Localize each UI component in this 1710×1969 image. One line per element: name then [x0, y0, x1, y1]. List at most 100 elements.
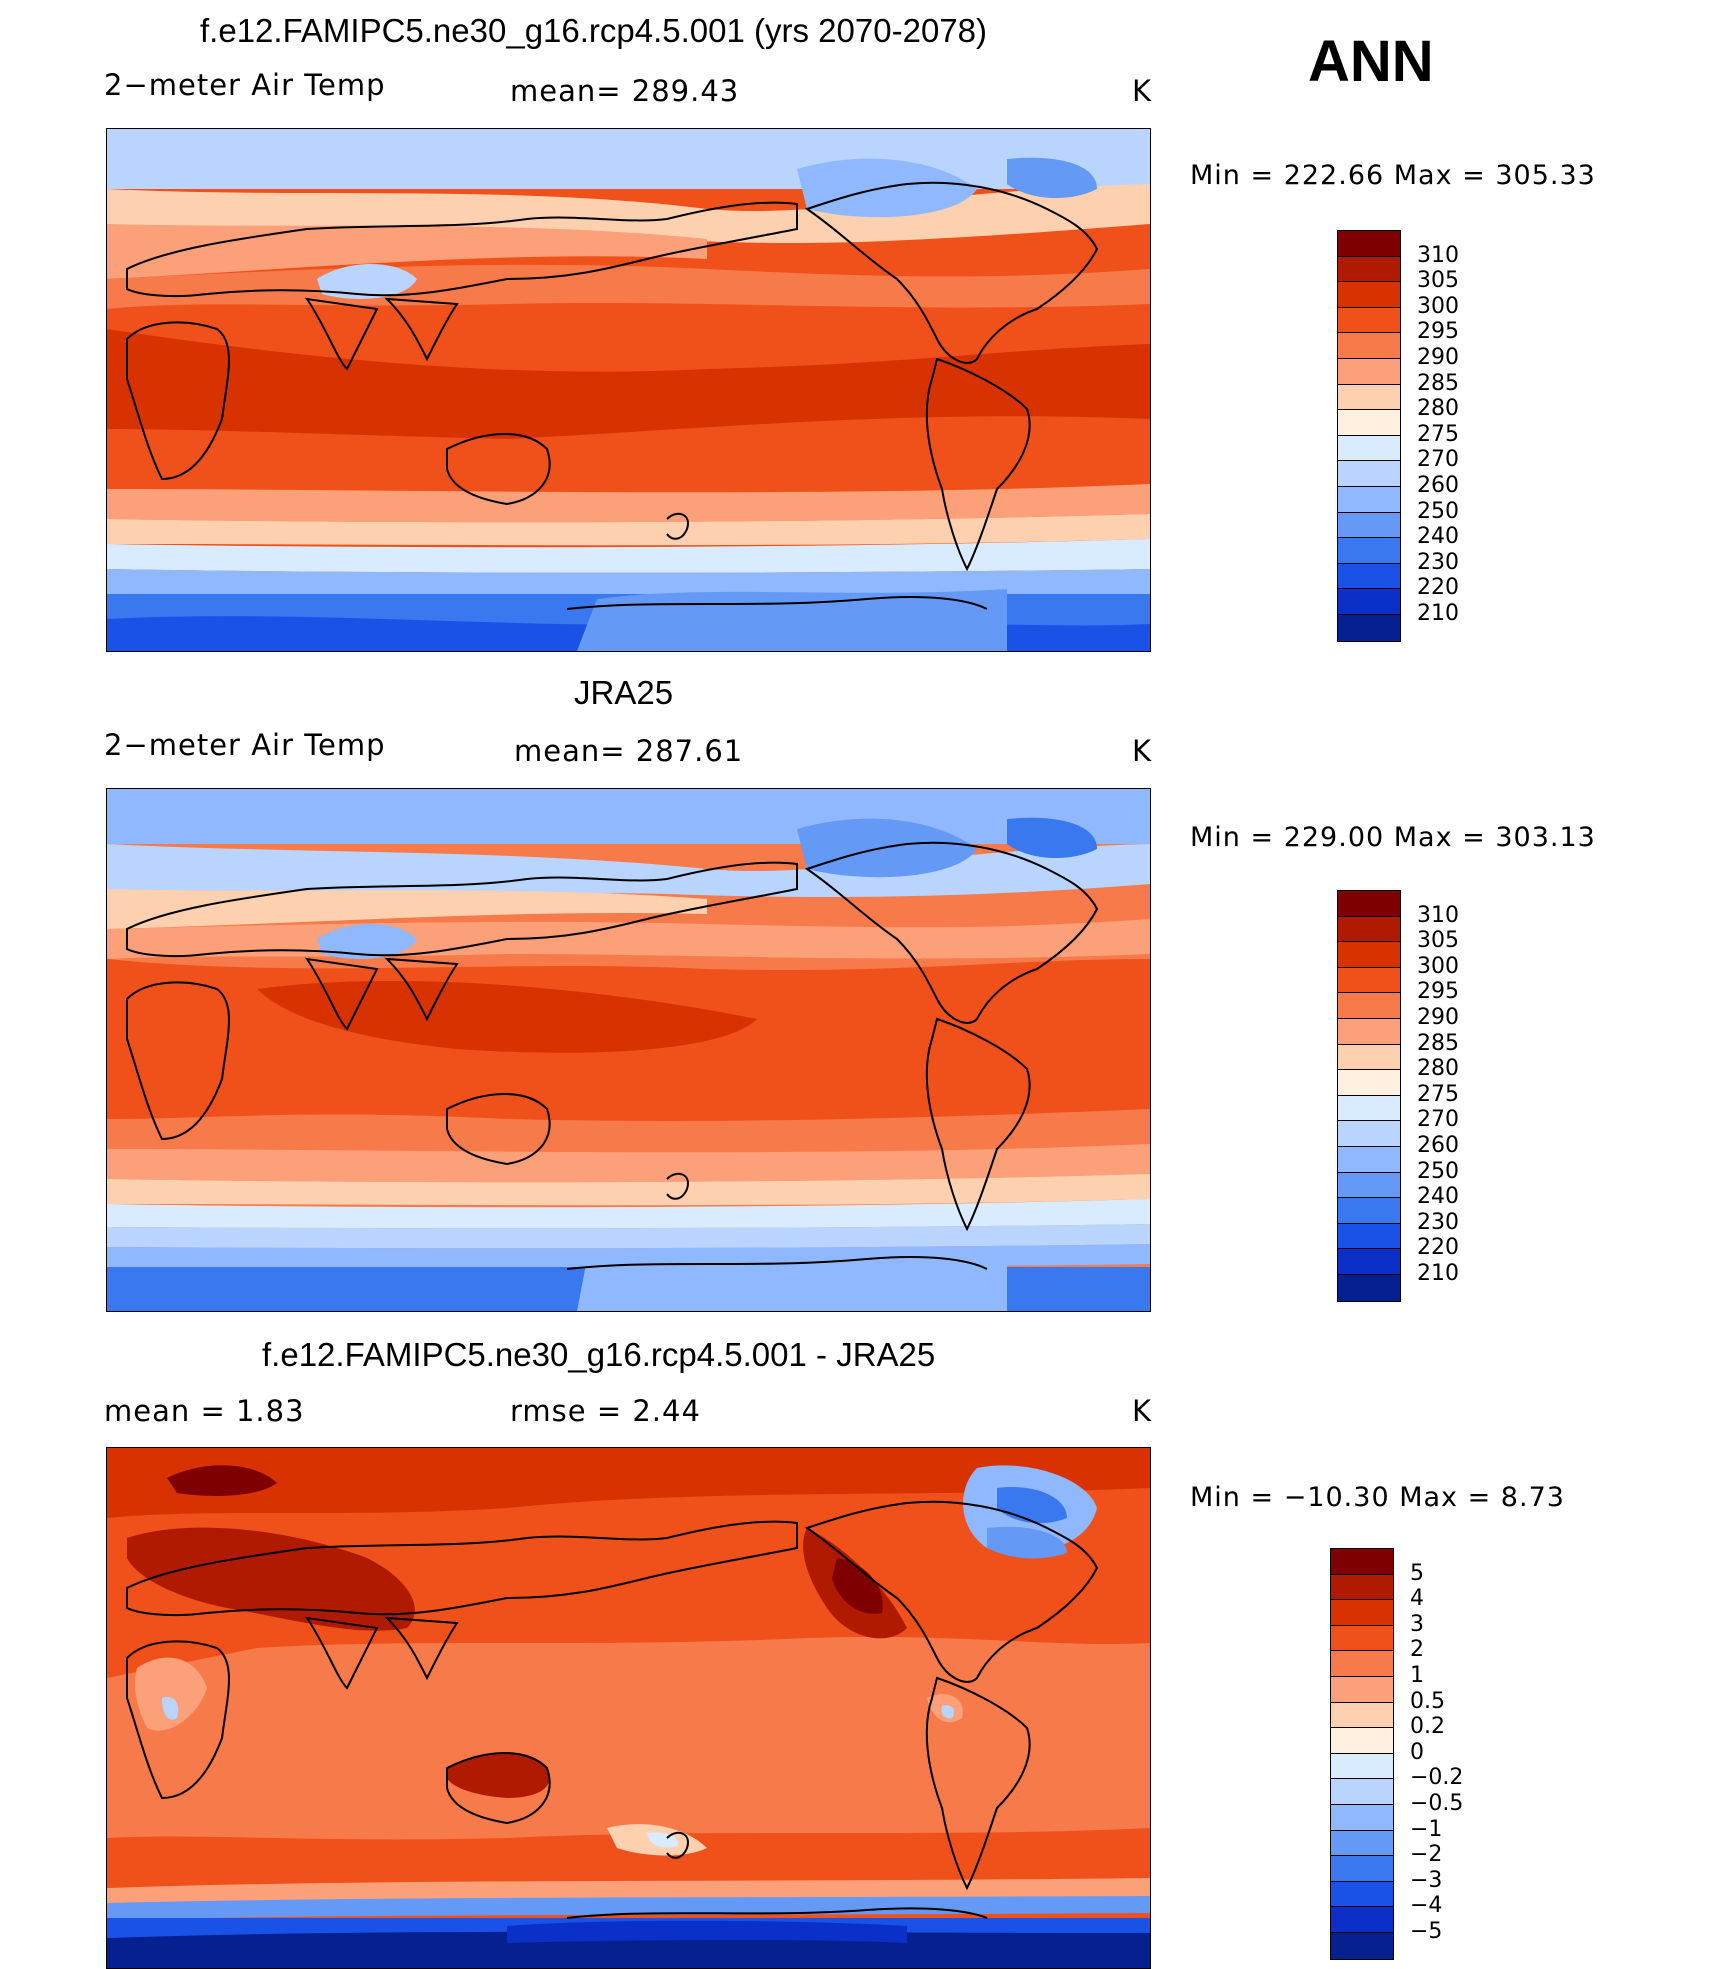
- panel3-colorbar-swatch: [1331, 1549, 1393, 1575]
- panel3-colorbar-label: −2: [1410, 1842, 1443, 1868]
- panel3-colorbar-swatch: [1331, 1676, 1393, 1703]
- panel1-coastlines: [126, 181, 1099, 610]
- panel2-colorbar-swatch: [1338, 993, 1400, 1019]
- panel3-minmax: Min = −10.30 Max = 8.73: [1190, 1482, 1565, 1513]
- panel3-colorbar-swatch: [1331, 1753, 1393, 1780]
- panel3-colorbar-swatch: [1331, 1881, 1393, 1908]
- panel2-colorbar-swatch: [1338, 1018, 1400, 1045]
- panel3-difference-field: [107, 1448, 1150, 1968]
- panel3-map: [106, 1447, 1151, 1969]
- panel1-colorbar-swatch: [1338, 512, 1400, 539]
- panel2-colorbar-swatch: [1338, 1146, 1400, 1173]
- panel2-colorbar-swatch: [1338, 1172, 1400, 1199]
- panel2-minmax: Min = 229.00 Max = 303.13: [1190, 822, 1596, 853]
- panel3-colorbar-label: 0: [1410, 1739, 1424, 1765]
- panel1-variable-label: 2−meter Air Temp: [104, 68, 386, 102]
- panel3-colorbar-swatch: [1331, 1856, 1393, 1882]
- panel1-colorbar-swatch: [1338, 563, 1400, 590]
- panel1-colorbar-label: 295: [1417, 319, 1459, 345]
- panel2-variable-label: 2−meter Air Temp: [104, 728, 386, 762]
- season-label: ANN: [1308, 29, 1434, 94]
- panel3-colorbar-swatch: [1331, 1932, 1393, 1959]
- panel1-colorbar-label: 300: [1417, 293, 1459, 319]
- panel1-colorbar-label: 230: [1417, 549, 1459, 575]
- panel3-colorbar-label: 0.5: [1410, 1688, 1445, 1714]
- panel2-colorbar-swatch: [1338, 1223, 1400, 1250]
- panel1-colorbar-swatch: [1338, 410, 1400, 436]
- panel3-map-svg: [107, 1448, 1150, 1968]
- panel2-colorbar-swatch: [1338, 916, 1400, 943]
- panel1-colorbar-swatch: [1338, 614, 1400, 641]
- panel2-colorbar-label: 280: [1417, 1056, 1459, 1082]
- panel1-colorbar-swatch: [1338, 486, 1400, 513]
- panel3-colorbar-label: 3: [1410, 1611, 1424, 1637]
- panel2-colorbar-swatch: [1338, 1044, 1400, 1071]
- panel3-colorbar-label: 5: [1410, 1560, 1424, 1586]
- panel1-colorbar-label: 275: [1417, 421, 1459, 447]
- panel1-colorbar-swatch: [1338, 282, 1400, 308]
- panel2-colorbar-swatch: [1338, 1274, 1400, 1301]
- panel2-mean-label: mean= 287.61: [514, 734, 744, 768]
- panel3-colorbar-label: 4: [1410, 1586, 1424, 1612]
- panel2-title: JRA25: [574, 674, 674, 711]
- panel1-colorbar-swatch: [1338, 307, 1400, 334]
- panel3-colorbar-swatch: [1331, 1830, 1393, 1857]
- panel1-colorbar-swatch: [1338, 333, 1400, 359]
- panel3-rmse-label: rmse = 2.44: [510, 1394, 701, 1428]
- panel2-colorbar-swatch: [1338, 1198, 1400, 1224]
- panel1-map-svg: [107, 129, 1150, 651]
- panel3-colorbar-label: −1: [1410, 1816, 1443, 1842]
- panel1-mean-label: mean= 289.43: [510, 74, 740, 108]
- panel2-colorbar-swatch: [1338, 1249, 1400, 1275]
- panel2-colorbar-label: 220: [1417, 1235, 1459, 1261]
- panel3-colorbar-swatch: [1331, 1907, 1393, 1933]
- panel2-colorbar-label: 270: [1417, 1107, 1459, 1133]
- panel3-colorbar-swatch: [1331, 1804, 1393, 1831]
- panel2-colorbar-label: 295: [1417, 979, 1459, 1005]
- panel1-minmax: Min = 222.66 Max = 305.33: [1190, 160, 1596, 191]
- panel3-colorbar-swatch: [1331, 1651, 1393, 1677]
- panel1-colorbar-swatch: [1338, 538, 1400, 564]
- panel2-colorbar-swatch: [1338, 1070, 1400, 1096]
- panel3-colorbar-swatch: [1331, 1574, 1393, 1601]
- panel2-colorbar-swatch: [1338, 1121, 1400, 1147]
- panel1-temperature-field: [107, 129, 1150, 651]
- panel2-colorbar-label: 310: [1417, 902, 1459, 928]
- panel2-temperature-field: [107, 789, 1150, 1311]
- panel1-colorbar-swatch: [1338, 256, 1400, 283]
- panel3-units-label: K: [1132, 1394, 1153, 1428]
- panel1-colorbar-label: 260: [1417, 473, 1459, 498]
- panel3-colorbar-label: −3: [1410, 1867, 1443, 1893]
- panel2-colorbar-swatch: [1338, 967, 1400, 994]
- panel3-colorbar-swatch: [1331, 1600, 1393, 1626]
- panel3-colorbar-swatch: [1331, 1728, 1393, 1754]
- panel1-colorbar-label: 290: [1417, 345, 1459, 370]
- panel2-map: [106, 788, 1151, 1312]
- panel2-colorbar-swatch: [1338, 942, 1400, 968]
- panel1-colorbar-label: 240: [1417, 524, 1459, 550]
- panel1-colorbar: [1337, 230, 1401, 642]
- panel3-mean-label: mean = 1.83: [104, 1394, 305, 1428]
- panel2-coastlines: [126, 841, 1099, 1270]
- panel3-title: f.e12.FAMIPC5.ne30_g16.rcp4.5.001 - JRA2…: [262, 1336, 936, 1373]
- panel1-colorbar-swatch: [1338, 231, 1400, 257]
- panel1-colorbar-swatch: [1338, 461, 1400, 487]
- panel3-colorbar-label: −0.2: [1410, 1765, 1464, 1791]
- panel3-colorbar-swatch: [1331, 1625, 1393, 1652]
- panel3-colorbar-label: −5: [1410, 1919, 1443, 1944]
- panel1-colorbar-label: 210: [1417, 601, 1459, 626]
- panel2-colorbar-label: 210: [1417, 1261, 1459, 1286]
- panel2-colorbar-label: 305: [1417, 928, 1459, 954]
- panel2-colorbar-label: 290: [1417, 1005, 1459, 1030]
- panel3-colorbar-label: 2: [1410, 1637, 1424, 1663]
- panel3-colorbar-label: 0.2: [1410, 1714, 1445, 1740]
- panel3-colorbar-label: −4: [1410, 1893, 1443, 1919]
- panel1-colorbar-swatch: [1338, 435, 1400, 462]
- panel3-colorbar-label: −0.5: [1410, 1791, 1464, 1816]
- panel2-colorbar: [1337, 890, 1401, 1302]
- panel2-colorbar-swatch: [1338, 1095, 1400, 1122]
- panel2-colorbar-label: 275: [1417, 1081, 1459, 1107]
- panel1-colorbar-label: 305: [1417, 268, 1459, 294]
- panel2-colorbar-label: 240: [1417, 1184, 1459, 1210]
- panel1-colorbar-swatch: [1338, 358, 1400, 385]
